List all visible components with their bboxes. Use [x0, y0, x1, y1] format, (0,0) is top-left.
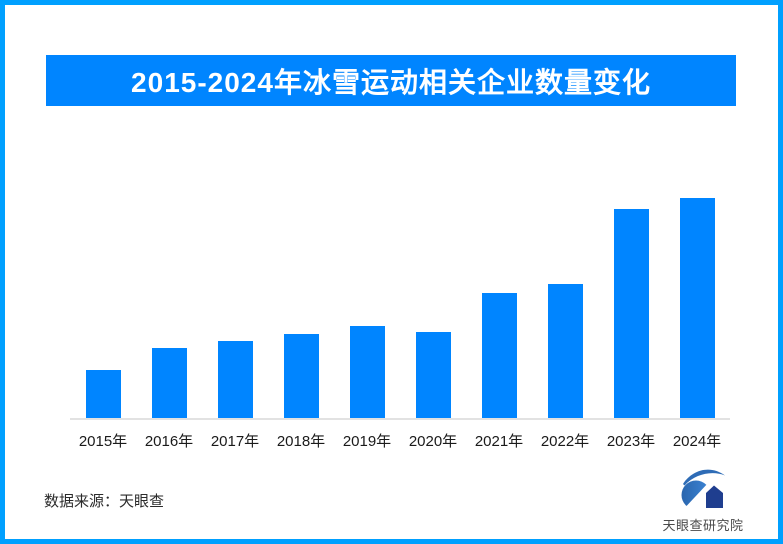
data-source-note: 数据来源：天眼查 [44, 493, 165, 510]
chart-title: 2015-2024年冰雪运动相关企业数量变化 [131, 66, 651, 98]
x-axis-label-2024年: 2024年 [672, 433, 722, 450]
bar-chart: 2015年 2016年 2017年 2018年 2019年 2020年 2021年 2022年… [70, 106, 730, 452]
x-axis-label-2023年: 2023年 [606, 433, 656, 450]
x-axis-labels: 2015年 2016年 2017年 2018年 2019年 2020年 2021年 2022年… [70, 430, 730, 451]
tianyancha-logo-text: 天眼查研究院 [662, 518, 744, 533]
bar-column [664, 106, 730, 418]
bar-2017年 [217, 341, 253, 418]
bar-2023年 [613, 209, 649, 418]
bar-column [136, 106, 202, 418]
bar-column [202, 106, 268, 418]
x-axis-label-2016年: 2016年 [144, 433, 194, 450]
x-axis-label-2017年: 2017年 [210, 433, 260, 450]
bar-2018年 [283, 334, 319, 418]
x-axis-label-2022年: 2022年 [540, 433, 590, 450]
bar-2020年 [415, 332, 451, 418]
x-axis-label-2020年: 2020年 [408, 433, 458, 450]
bar-column [466, 106, 532, 418]
bar-column [334, 106, 400, 418]
x-axis-label-2015年: 2015年 [78, 433, 128, 450]
x-axis-label-2018年: 2018年 [276, 433, 326, 450]
bar-2015年 [85, 370, 121, 418]
bar-column [70, 106, 136, 418]
x-axis-line [70, 418, 730, 420]
bar-column [532, 106, 598, 418]
x-axis-label-2021年: 2021年 [474, 433, 524, 450]
bar-column [268, 106, 334, 418]
bars [70, 106, 730, 418]
tianyancha-eye-icon [680, 469, 727, 513]
bar-column [400, 106, 466, 418]
tianyancha-logo: 天眼查研究院 [655, 467, 751, 534]
bar-2019年 [349, 326, 385, 418]
bar-2021年 [481, 293, 517, 418]
bar-column [598, 106, 664, 418]
x-axis-label-2019年: 2019年 [342, 433, 392, 450]
bar-2024年 [679, 198, 715, 418]
bar-2022年 [547, 284, 583, 418]
chart-title-banner: 2015-2024年冰雪运动相关企业数量变化 [46, 55, 736, 106]
bar-2016年 [151, 348, 187, 418]
